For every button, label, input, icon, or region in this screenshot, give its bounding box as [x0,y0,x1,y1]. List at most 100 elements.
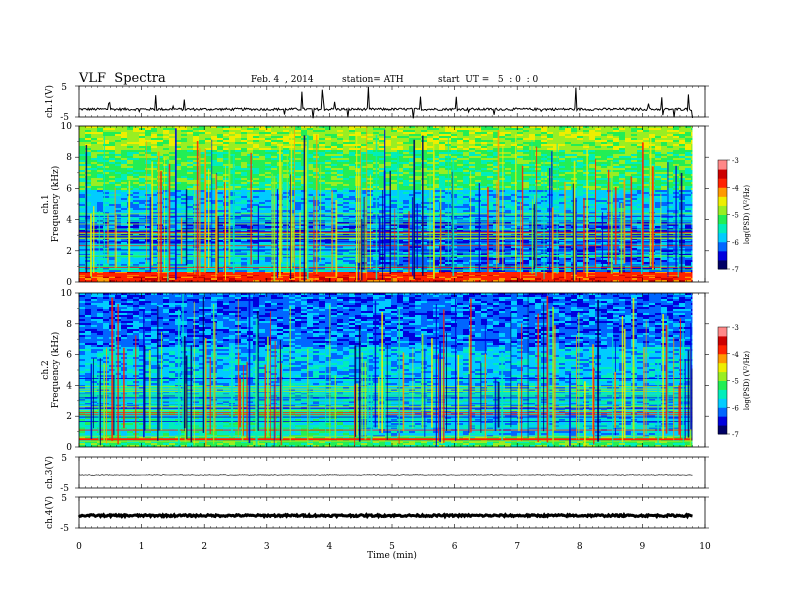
ch1-cell [91,182,97,184]
ch1-cell [391,204,397,206]
ch1-cell [259,196,265,198]
ch1-cell [229,242,235,244]
ch1-cell [199,168,205,170]
ch1-cell [199,232,205,234]
ch1-cell [337,178,343,180]
ch1-cell [181,142,187,144]
ch1-cell [403,126,409,128]
ch1-cell [325,248,331,250]
ch1-cell [337,170,343,172]
ch1-cell [229,184,235,186]
ch1-cell [211,280,217,282]
ch1-cell [79,216,85,218]
ch1-cell [385,244,391,246]
ch1-cell [343,222,349,224]
ch1-cell [235,270,241,272]
ch1-cell [361,272,367,274]
ch1-cell [283,206,289,208]
ch1-cell [217,162,223,164]
ch1-cell [265,226,271,228]
ch1-cell [331,224,337,226]
ch1-cell [169,164,175,166]
ch1-cell [421,186,427,188]
ch1-cell [223,218,229,220]
ch1-cell [199,200,205,202]
ch1-cell [181,270,187,272]
ch1-cell [235,178,241,180]
ch1-cell [253,206,259,208]
ch1-cell [115,162,121,164]
ch1-cell [103,186,109,188]
ch1-cell [181,140,187,142]
ch1-cell [187,224,193,226]
ch1-cell [121,242,127,244]
ch1-cell [139,166,145,168]
ch1-cell [217,264,223,266]
ch1-cell [247,144,253,146]
ch1-cell [355,178,361,180]
ch1-cell [247,226,253,228]
ch1-cell [145,208,151,210]
ch1-cell [157,246,163,248]
ch1-cell [355,156,361,158]
ch1-cell [223,210,229,212]
ch1-cell [361,162,367,164]
ch1-cell [151,180,157,182]
ch1-cell [163,198,169,200]
ch1-cell [307,128,313,130]
ch1-cell [175,156,181,158]
ch1-cell [385,226,391,228]
ch1-cell [337,202,343,204]
ch1-cell [217,222,223,224]
ch1-cell [247,232,253,234]
ch1-cell [343,214,349,216]
ch1-cell [235,242,241,244]
ch1-cell [157,272,163,274]
ch1-cell [403,218,409,220]
ch1-cell [187,132,193,134]
ch1-cell [337,268,343,270]
ch1-cell [271,150,277,152]
ch1-cell [241,168,247,170]
ch1-cell [313,240,319,242]
ch1-cell [157,196,163,198]
ch1-cell [337,184,343,186]
ch1-cell [169,182,175,184]
ch1-cell [97,142,103,144]
ch1-cell [379,174,385,176]
ch1-cell [235,198,241,200]
ch1-cell [319,192,325,194]
ch1-cell [97,150,103,152]
ch1-cell [157,176,163,178]
ch1-cell [187,248,193,250]
ch1-cell [79,250,85,252]
ch1-cell [343,204,349,206]
ch1-cell [247,278,253,280]
ch1-cell [403,148,409,150]
ch1-cell [433,130,439,132]
ch1-cell [79,212,85,214]
ch1-cell [349,212,355,214]
ch1-cell [133,280,139,282]
ch1-cell [103,206,109,208]
ch1-cell [199,152,205,154]
ch1-cell [175,180,181,182]
ch1-cell [97,206,103,208]
ch1-cell [415,198,421,200]
ch1-cell [139,246,145,248]
ch1-cell [127,276,133,278]
ch1-cell [181,162,187,164]
ch1-cell [319,242,325,244]
ch1-cell [115,212,121,214]
ch1-cell [379,242,385,244]
ch1-cell [157,126,163,128]
ch1-cell [211,130,217,132]
ch1-cell [157,248,163,250]
ch1-cell [241,144,247,146]
ch1-cell [241,262,247,264]
ch1-cell [403,212,409,214]
ch1-cell [97,266,103,268]
ch1-cell [187,176,193,178]
ch1-cell [199,156,205,158]
ch1-cell [439,172,445,174]
